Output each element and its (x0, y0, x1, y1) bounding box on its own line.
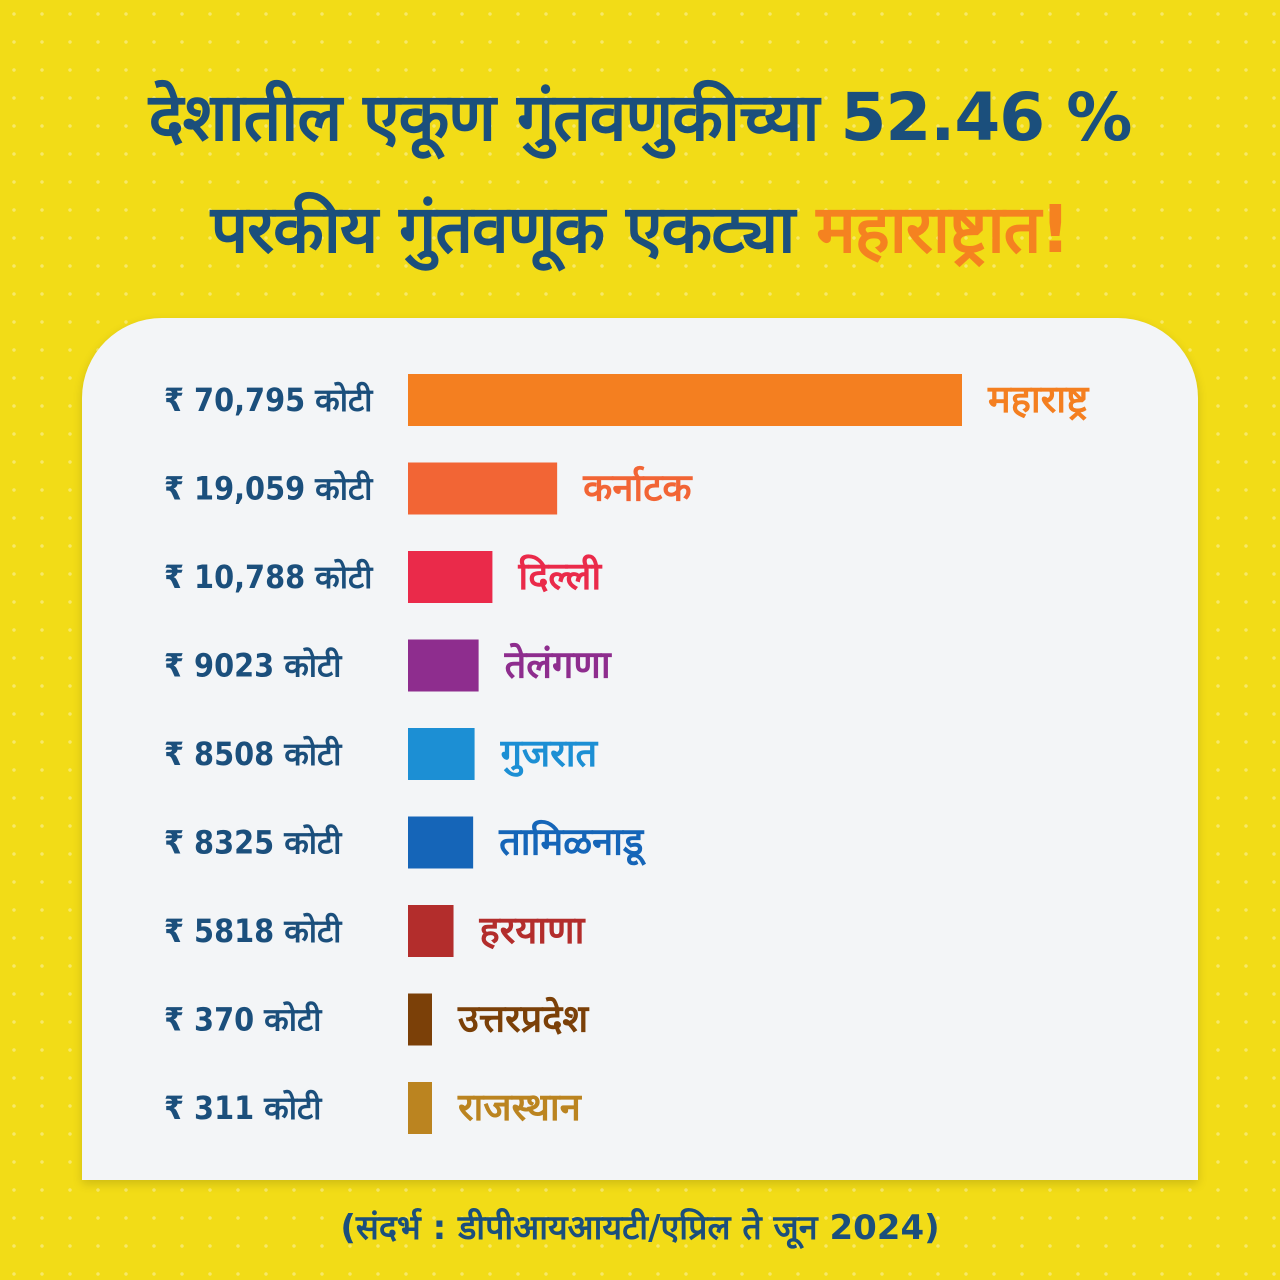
bar-value-label: ₹ 311 कोटी (164, 1089, 323, 1127)
bar (408, 993, 432, 1046)
bar (408, 462, 558, 515)
bar-category-label: हरयाणा (479, 908, 586, 952)
title-highlight-maharashtra: महाराष्ट्रात! (816, 191, 1070, 268)
bar (408, 728, 475, 780)
bar-category-label: राजस्थान (457, 1085, 583, 1129)
bar (408, 639, 479, 692)
bar (408, 551, 493, 603)
bar-value-label: ₹ 370 कोटी (164, 1001, 323, 1039)
bar-category-label: दिल्ली (517, 554, 602, 598)
bar-category-label: तामिळनाडू (498, 820, 646, 867)
bar-category-label: कर्नाटक (582, 466, 693, 510)
bar-category-label: तेलंगणा (504, 643, 612, 687)
bar-value-label: ₹ 70,795 कोटी (164, 381, 374, 419)
bar-value-label: ₹ 8508 कोटी (164, 735, 343, 773)
chart-panel: ₹ 70,795 कोटी महाराष्ट्र ₹ 19,059 कोटी कर्न… (82, 318, 1198, 1180)
bar-category-label: उत्तरप्रदेश (457, 997, 589, 1041)
bar-value-label: ₹ 8325 कोटी (164, 824, 343, 862)
bar-chart: ₹ 70,795 कोटी महाराष्ट्र ₹ 19,059 कोटी कर्न… (164, 374, 1090, 1134)
bar-category-label: महाराष्ट्र (987, 377, 1090, 421)
bar-value-label: ₹ 19,059 कोटी (164, 470, 374, 508)
page-title: देशातील एकूण गुंतवणुकीच्या 52.46 % परकीय… (0, 62, 1280, 286)
bar-value-label: ₹ 10,788 कोटी (164, 558, 374, 596)
title-line-1: देशातील एकूण गुंतवणुकीच्या 52.46 % (148, 79, 1133, 156)
bar-value-label: ₹ 5818 कोटी (164, 912, 343, 950)
bar (408, 905, 454, 957)
bar-category-label: गुजरात (500, 731, 599, 777)
title-line-2-prefix: परकीय गुंतवणूक एकट्या (210, 191, 817, 268)
source-note: (संदर्भ : डीपीआयआयटी/एप्रिल ते जून 2024) (340, 1208, 940, 1248)
title-line-2: परकीय गुंतवणूक एकट्या महाराष्ट्रात! (0, 174, 1280, 286)
bar (408, 374, 962, 426)
bar (408, 816, 474, 869)
bar (408, 1082, 432, 1134)
bar-value-label: ₹ 9023 कोटी (164, 647, 343, 685)
